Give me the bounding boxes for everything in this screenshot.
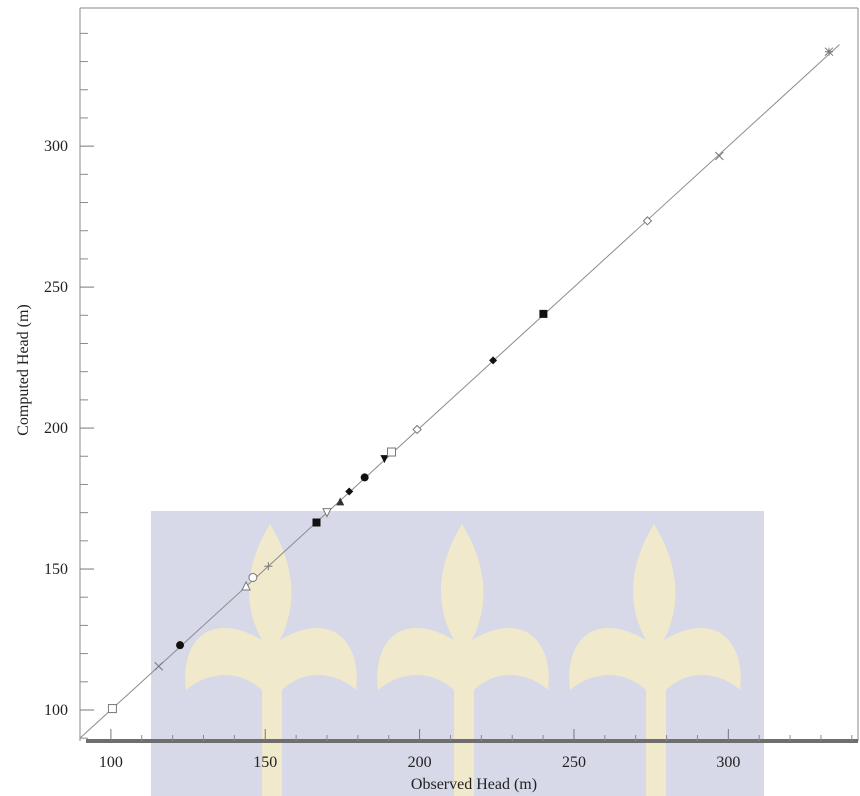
data-point <box>345 487 354 496</box>
data-point <box>715 151 724 161</box>
y-tick-label: 150 <box>44 561 68 578</box>
data-point <box>312 518 321 527</box>
data-point <box>241 580 251 591</box>
data-point <box>264 562 273 571</box>
y-axis-title: Computed Head (m) <box>15 304 32 436</box>
tick-labels: 100 150 200 250 300 100 150 200 250 300 <box>44 138 740 771</box>
reference-line-group <box>79 44 840 739</box>
data-point <box>412 424 422 435</box>
data-point <box>489 356 498 365</box>
x-tick-label: 150 <box>253 754 277 771</box>
data-point <box>824 47 834 57</box>
watermark-logo <box>151 511 764 796</box>
major-ticks <box>80 145 729 741</box>
data-point <box>154 661 164 671</box>
y-tick-label: 200 <box>44 420 68 437</box>
y-tick-label: 300 <box>44 138 68 155</box>
data-point <box>176 641 185 650</box>
data-point <box>380 455 389 464</box>
data-point <box>539 309 548 318</box>
x-axis-line <box>86 739 858 743</box>
reference-line <box>79 44 840 739</box>
data-point <box>107 704 117 714</box>
data-point <box>642 216 653 226</box>
y-tick-label: 250 <box>44 279 68 296</box>
data-point <box>248 572 258 582</box>
data-point <box>322 508 332 518</box>
data-point <box>336 497 345 506</box>
data-points <box>107 47 834 714</box>
x-tick-label: 300 <box>716 754 740 771</box>
x-axis-title: Observed Head (m) <box>411 776 537 793</box>
minor-ticks <box>79 32 853 741</box>
plot-frame <box>79 7 859 743</box>
data-point <box>387 447 397 457</box>
x-tick-label: 250 <box>562 754 586 771</box>
y-tick-label: 100 <box>44 702 68 719</box>
data-point <box>360 473 369 482</box>
x-tick-label: 100 <box>99 754 123 771</box>
x-tick-label: 200 <box>408 754 432 771</box>
